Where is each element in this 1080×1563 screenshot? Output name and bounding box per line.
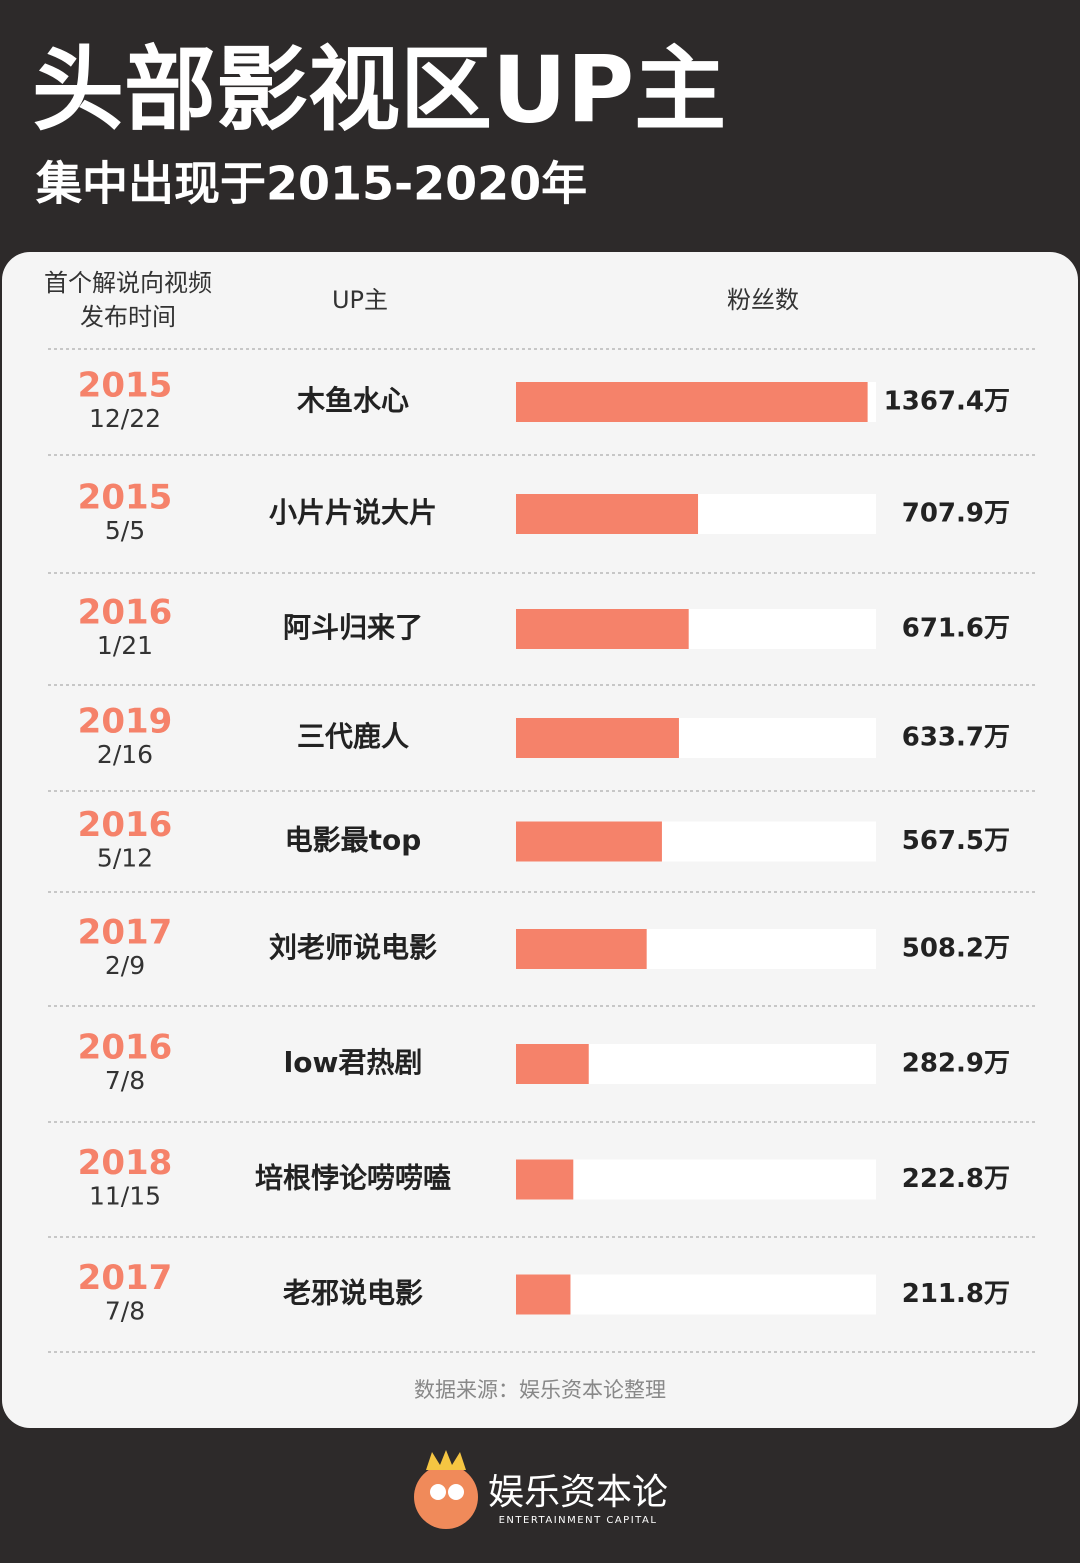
up-name: 木鱼水心 bbox=[296, 384, 409, 417]
date: 7/8 bbox=[105, 1066, 145, 1095]
year: 2015 bbox=[78, 366, 173, 406]
source: 数据来源：娱乐资本论整理 bbox=[414, 1378, 666, 1402]
bar bbox=[516, 821, 662, 862]
value-label: 282.9万 bbox=[902, 1049, 1010, 1079]
year: 2016 bbox=[78, 805, 173, 845]
bar bbox=[516, 929, 647, 969]
date: 5/12 bbox=[97, 844, 153, 873]
date: 11/15 bbox=[89, 1182, 161, 1211]
bar bbox=[516, 1159, 574, 1200]
bar-track bbox=[516, 1159, 876, 1200]
up-name: 三代鹿人 bbox=[297, 720, 409, 753]
up-name: 刘老师说电影 bbox=[269, 931, 437, 964]
value-label: 508.2万 bbox=[902, 934, 1010, 964]
date: 12/22 bbox=[89, 404, 161, 433]
name-header: UP主 bbox=[332, 286, 388, 314]
up-name: 小片片说大片 bbox=[269, 496, 437, 529]
date: 2/16 bbox=[97, 740, 153, 769]
bar-track bbox=[516, 1274, 876, 1315]
up-name: 阿斗归来了 bbox=[283, 611, 423, 644]
date-header: 发布时间 bbox=[80, 303, 176, 331]
value-label: 211.8万 bbox=[902, 1279, 1010, 1309]
bar bbox=[516, 494, 699, 534]
date: 2/9 bbox=[105, 951, 145, 980]
date: 5/5 bbox=[105, 516, 145, 545]
date-header: 首个解说向视频 bbox=[44, 269, 212, 297]
year: 2018 bbox=[78, 1143, 173, 1183]
bar bbox=[516, 382, 868, 422]
year: 2016 bbox=[78, 593, 173, 633]
year: 2017 bbox=[78, 1258, 173, 1298]
up-name: 培根悖论唠唠嗑 bbox=[255, 1162, 451, 1195]
bar bbox=[516, 1044, 589, 1084]
year: 2015 bbox=[78, 478, 173, 518]
subtitle: 集中出现于2015-2020年 bbox=[35, 157, 587, 211]
logo-icon bbox=[414, 1450, 478, 1529]
title: 头部影视区UP主 bbox=[32, 36, 726, 143]
bar bbox=[516, 718, 679, 758]
date: 7/8 bbox=[105, 1297, 145, 1326]
up-name: 老邪说电影 bbox=[283, 1277, 423, 1310]
value-label: 633.7万 bbox=[902, 723, 1010, 753]
value-label: 1367.4万 bbox=[884, 387, 1010, 417]
year: 2019 bbox=[78, 702, 173, 742]
value-header: 粉丝数 bbox=[727, 286, 799, 314]
value-label: 707.9万 bbox=[902, 499, 1010, 529]
value-label: 567.5万 bbox=[902, 826, 1010, 856]
logo-name: 娱乐资本论 bbox=[488, 1472, 668, 1513]
year: 2016 bbox=[78, 1028, 173, 1068]
up-name: low君热剧 bbox=[284, 1046, 423, 1079]
up-name: 电影最top bbox=[285, 824, 422, 857]
date: 1/21 bbox=[97, 631, 153, 660]
logo-english: ENTERTAINMENT CAPITAL bbox=[499, 1515, 658, 1526]
value-label: 671.6万 bbox=[902, 614, 1010, 644]
bar bbox=[516, 609, 689, 649]
value-label: 222.8万 bbox=[902, 1164, 1010, 1194]
year: 2017 bbox=[78, 913, 173, 953]
bar bbox=[516, 1274, 571, 1315]
